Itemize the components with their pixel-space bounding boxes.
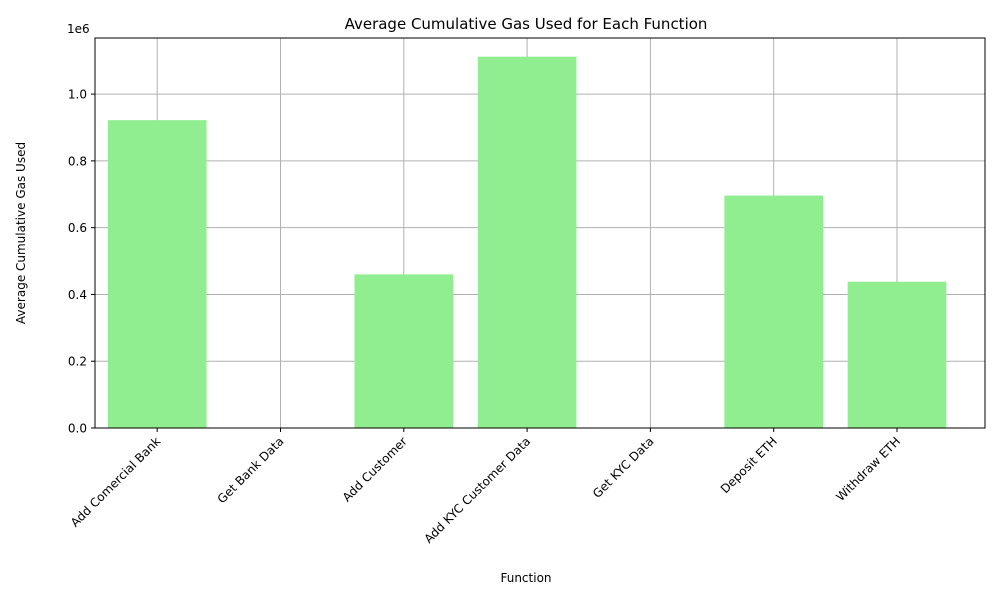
bars-layer: [107, 56, 947, 428]
bar-add-comercial-bank: [107, 120, 207, 428]
x-tick-label: Add Comercial Bank: [68, 434, 164, 530]
chart-title: Average Cumulative Gas Used for Each Fun…: [345, 15, 708, 33]
bar-withdraw-eth: [847, 281, 947, 428]
y-tick-label: 0.8: [68, 154, 87, 168]
y-axis-label: Average Cumulative Gas Used: [14, 142, 28, 324]
y-tick-label: 0.4: [68, 288, 87, 302]
x-tick-label: Deposit ETH: [718, 434, 780, 496]
plot-frame: [94, 37, 986, 429]
x-axis-label: Function: [500, 571, 551, 585]
bar-add-customer: [354, 274, 454, 428]
y-tick-label: 0.0: [68, 422, 87, 436]
bar-add-kyc-customer-data: [477, 56, 577, 428]
y-tick-label: 0.6: [68, 221, 87, 235]
x-tick-label: Withdraw ETH: [833, 434, 903, 504]
x-tick-label: Add KYC Customer Data: [421, 434, 533, 546]
x-tick-label: Add Customer: [340, 434, 410, 504]
y-tick-label: 0.2: [68, 355, 87, 369]
x-tick-label: Get Bank Data: [215, 434, 287, 506]
x-tick-label: Get KYC Data: [590, 434, 657, 501]
y-offset-label: 1e6: [67, 22, 90, 36]
y-tick-label: 1.0: [68, 88, 87, 102]
bar-deposit-eth: [724, 195, 824, 428]
